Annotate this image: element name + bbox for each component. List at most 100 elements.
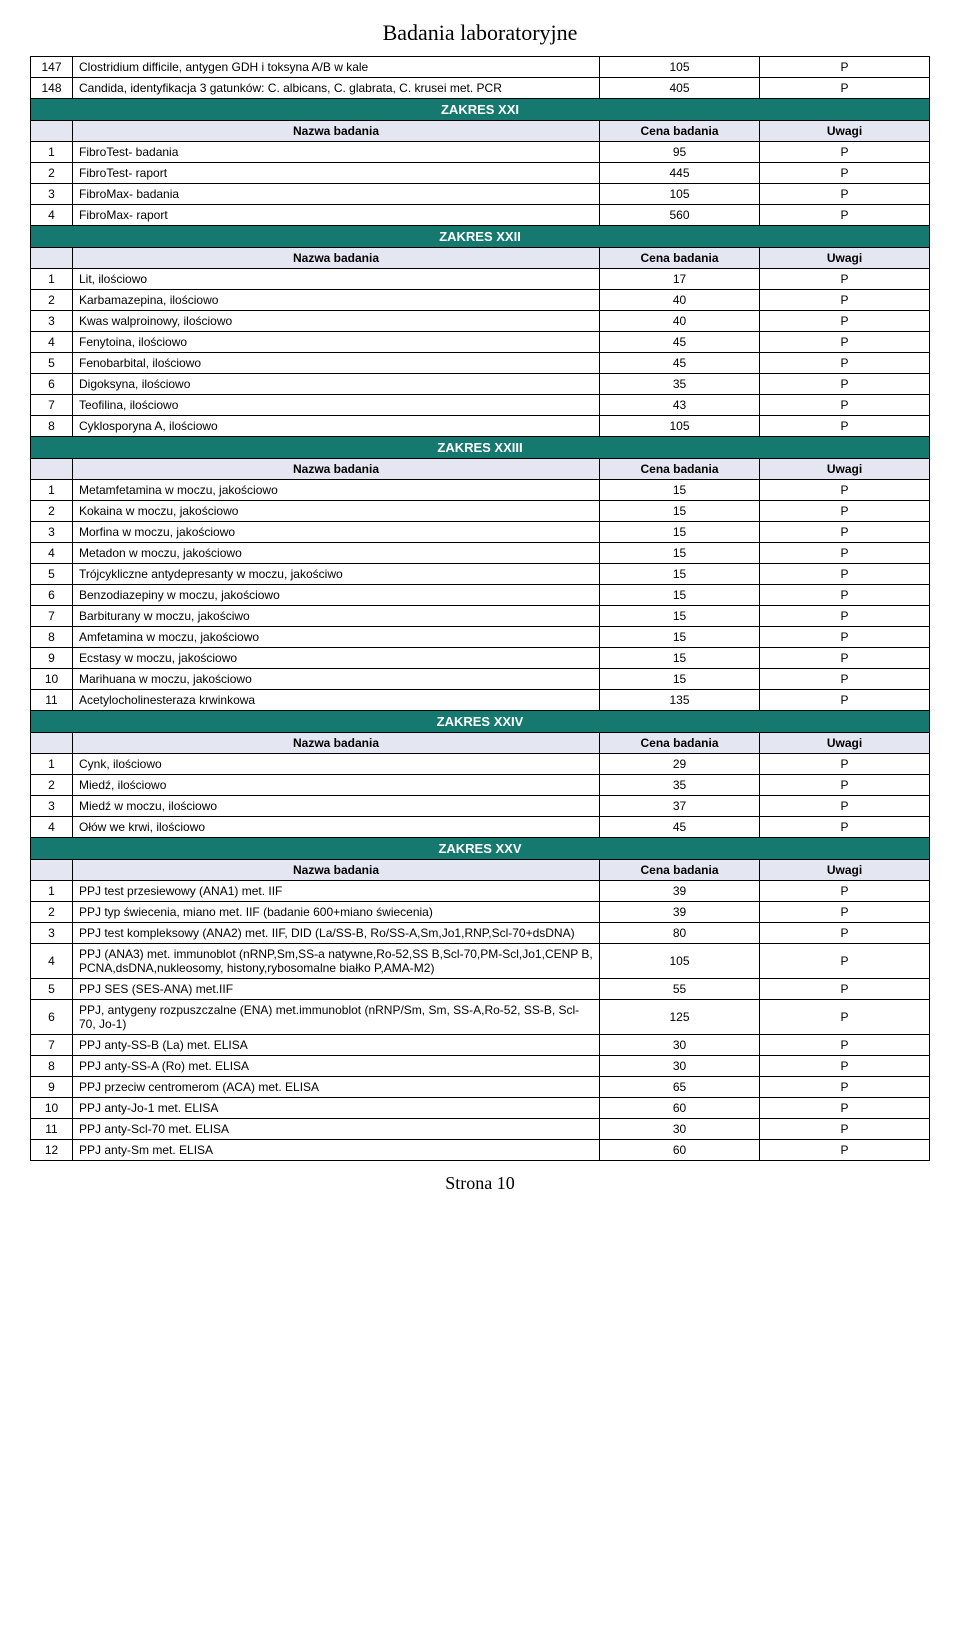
row-price: 17 bbox=[600, 269, 760, 290]
row-number: 8 bbox=[31, 1056, 73, 1077]
row-number: 1 bbox=[31, 269, 73, 290]
row-name: PPJ anty-Scl-70 met. ELISA bbox=[73, 1119, 600, 1140]
row-price: 37 bbox=[600, 796, 760, 817]
table-row: 11PPJ anty-Scl-70 met. ELISA30P bbox=[31, 1119, 930, 1140]
section-title: ZAKRES XXIV bbox=[31, 711, 930, 733]
row-note: P bbox=[760, 1056, 930, 1077]
row-price: 15 bbox=[600, 543, 760, 564]
row-note: P bbox=[760, 648, 930, 669]
row-number: 6 bbox=[31, 1000, 73, 1035]
row-number: 5 bbox=[31, 979, 73, 1000]
row-price: 45 bbox=[600, 353, 760, 374]
row-note: P bbox=[760, 1035, 930, 1056]
row-price: 15 bbox=[600, 501, 760, 522]
row-name: Cynk, ilościowo bbox=[73, 754, 600, 775]
row-note: P bbox=[760, 564, 930, 585]
header-blank bbox=[31, 459, 73, 480]
row-price: 445 bbox=[600, 163, 760, 184]
row-name: Ecstasy w moczu, jakościowo bbox=[73, 648, 600, 669]
section-title: ZAKRES XXV bbox=[31, 838, 930, 860]
table-row: 8Cyklosporyna A, ilościowo105P bbox=[31, 416, 930, 437]
row-name: PPJ typ świecenia, miano met. IIF (badan… bbox=[73, 902, 600, 923]
row-name: FibroTest- raport bbox=[73, 163, 600, 184]
row-name: Karbamazepina, ilościowo bbox=[73, 290, 600, 311]
row-price: 15 bbox=[600, 522, 760, 543]
row-note: P bbox=[760, 205, 930, 226]
section-title: ZAKRES XXIII bbox=[31, 437, 930, 459]
table-row: 2PPJ typ świecenia, miano met. IIF (bada… bbox=[31, 902, 930, 923]
row-name: Digoksyna, ilościowo bbox=[73, 374, 600, 395]
table-row: 1Lit, ilościowo17P bbox=[31, 269, 930, 290]
section-band: ZAKRES XXIV bbox=[31, 711, 930, 733]
row-note: P bbox=[760, 817, 930, 838]
row-number: 2 bbox=[31, 775, 73, 796]
row-note: P bbox=[760, 522, 930, 543]
table-row: 4FibroMax- raport560P bbox=[31, 205, 930, 226]
table-row: 1PPJ test przesiewowy (ANA1) met. IIF39P bbox=[31, 881, 930, 902]
row-number: 6 bbox=[31, 374, 73, 395]
row-price: 95 bbox=[600, 142, 760, 163]
table-row: 1FibroTest- badania95P bbox=[31, 142, 930, 163]
table-row: 9PPJ przeciw centromerom (ACA) met. ELIS… bbox=[31, 1077, 930, 1098]
row-number: 4 bbox=[31, 332, 73, 353]
row-note: P bbox=[760, 775, 930, 796]
section-band: ZAKRES XXIII bbox=[31, 437, 930, 459]
row-note: P bbox=[760, 57, 930, 78]
table-row: 1Cynk, ilościowo29P bbox=[31, 754, 930, 775]
row-name: Miedź, ilościowo bbox=[73, 775, 600, 796]
row-number: 2 bbox=[31, 902, 73, 923]
row-note: P bbox=[760, 1000, 930, 1035]
row-name: Metadon w moczu, jakościowo bbox=[73, 543, 600, 564]
row-number: 4 bbox=[31, 944, 73, 979]
table-row: 10PPJ anty-Jo-1 met. ELISA60P bbox=[31, 1098, 930, 1119]
row-note: P bbox=[760, 902, 930, 923]
row-note: P bbox=[760, 881, 930, 902]
header-price: Cena badania bbox=[600, 860, 760, 881]
row-name: FibroTest- badania bbox=[73, 142, 600, 163]
row-price: 105 bbox=[600, 57, 760, 78]
row-price: 43 bbox=[600, 395, 760, 416]
row-price: 29 bbox=[600, 754, 760, 775]
row-price: 55 bbox=[600, 979, 760, 1000]
row-name: Miedź w moczu, ilościowo bbox=[73, 796, 600, 817]
header-price: Cena badania bbox=[600, 121, 760, 142]
row-name: Candida, identyfikacja 3 gatunków: C. al… bbox=[73, 78, 600, 99]
row-note: P bbox=[760, 184, 930, 205]
row-name: Barbiturany w moczu, jakościwo bbox=[73, 606, 600, 627]
row-note: P bbox=[760, 585, 930, 606]
row-number: 148 bbox=[31, 78, 73, 99]
row-note: P bbox=[760, 669, 930, 690]
row-note: P bbox=[760, 269, 930, 290]
header-name: Nazwa badania bbox=[73, 459, 600, 480]
row-name: PPJ anty-Jo-1 met. ELISA bbox=[73, 1098, 600, 1119]
table-row: 4Fenytoina, ilościowo45P bbox=[31, 332, 930, 353]
row-price: 105 bbox=[600, 944, 760, 979]
table-row: 6PPJ, antygeny rozpuszczalne (ENA) met.i… bbox=[31, 1000, 930, 1035]
header-note: Uwagi bbox=[760, 121, 930, 142]
row-name: FibroMax- badania bbox=[73, 184, 600, 205]
column-header-row: Nazwa badaniaCena badaniaUwagi bbox=[31, 459, 930, 480]
lab-table: 147Clostridium difficile, antygen GDH i … bbox=[30, 56, 930, 1161]
header-price: Cena badania bbox=[600, 248, 760, 269]
row-number: 9 bbox=[31, 648, 73, 669]
row-number: 5 bbox=[31, 564, 73, 585]
row-price: 15 bbox=[600, 606, 760, 627]
row-name: PPJ anty-SS-B (La) met. ELISA bbox=[73, 1035, 600, 1056]
page-footer: Strona 10 bbox=[30, 1173, 930, 1194]
column-header-row: Nazwa badaniaCena badaniaUwagi bbox=[31, 860, 930, 881]
section-title: ZAKRES XXII bbox=[31, 226, 930, 248]
row-price: 15 bbox=[600, 627, 760, 648]
row-name: Teofilina, ilościowo bbox=[73, 395, 600, 416]
row-number: 4 bbox=[31, 817, 73, 838]
row-number: 11 bbox=[31, 690, 73, 711]
row-number: 5 bbox=[31, 353, 73, 374]
section-band: ZAKRES XXV bbox=[31, 838, 930, 860]
row-price: 135 bbox=[600, 690, 760, 711]
row-note: P bbox=[760, 606, 930, 627]
table-row: 7Barbiturany w moczu, jakościwo15P bbox=[31, 606, 930, 627]
row-number: 10 bbox=[31, 1098, 73, 1119]
row-note: P bbox=[760, 332, 930, 353]
row-note: P bbox=[760, 543, 930, 564]
header-price: Cena badania bbox=[600, 459, 760, 480]
row-note: P bbox=[760, 796, 930, 817]
